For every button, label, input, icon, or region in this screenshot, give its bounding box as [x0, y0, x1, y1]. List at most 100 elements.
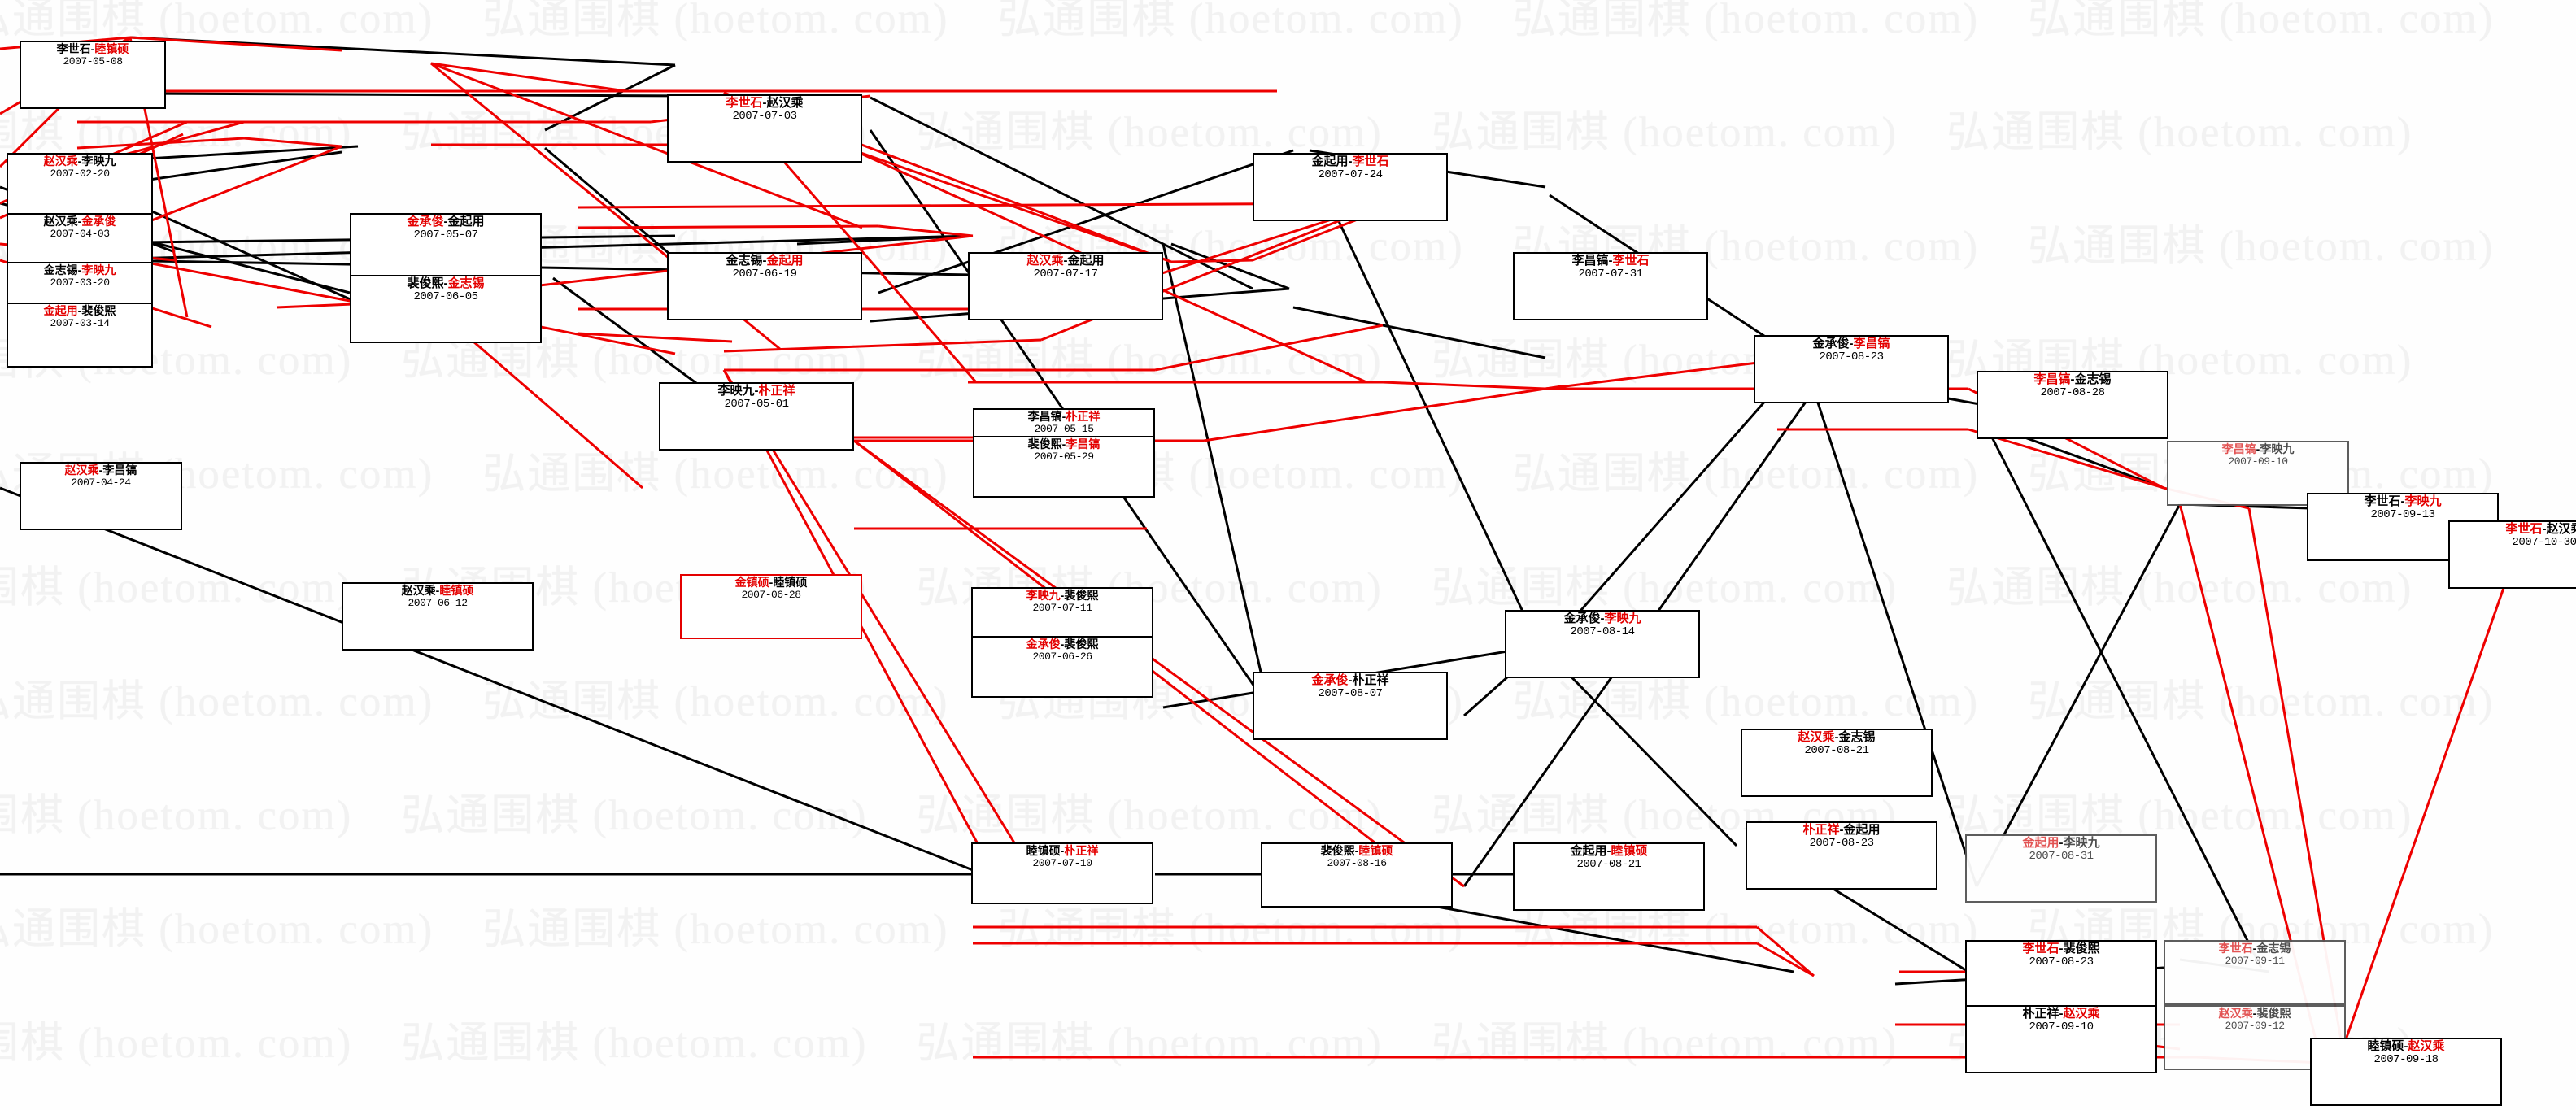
match-node[interactable]: 李昌镐-李世石 2007-07-31 — [1513, 252, 1708, 320]
player-separator: - — [762, 254, 767, 268]
player-left: 李世石 — [56, 42, 91, 55]
match-date: 2007-06-05 — [413, 289, 478, 303]
match-players: 金承俊-李映九 — [1509, 612, 1696, 626]
match-players: 李世石-睦镇硕 — [24, 42, 162, 56]
player-separator: - — [77, 263, 82, 276]
match-node[interactable]: 金起用-裴俊熙 2007-03-14 — [7, 303, 153, 368]
match-node[interactable]: 裴俊熙-金志锡 2007-06-05 — [350, 275, 542, 343]
match-players: 赵汉乘-李昌镐 — [24, 464, 178, 477]
player-separator: - — [1348, 155, 1353, 168]
match-node[interactable]: 李世石-赵汉乘 2007-07-03 — [667, 94, 862, 163]
player-right: 金起用 — [766, 254, 804, 268]
match-node[interactable]: 金志锡-金起用 2007-06-19 — [667, 252, 862, 320]
match-date: 2007-05-01 — [724, 397, 789, 411]
player-left: 金起用 — [1570, 844, 1607, 858]
match-players: 金承俊-裴俊熙 — [975, 638, 1149, 651]
player-left: 李世石 — [726, 96, 763, 110]
player-left: 李昌镐 — [1571, 254, 1609, 268]
player-left: 赵汉乘 — [1026, 254, 1064, 268]
match-players: 赵汉乘-金志锡 — [1745, 730, 1929, 745]
match-node[interactable]: 李世石-金志锡 2007-09-11 — [2164, 940, 2346, 1005]
player-separator: - — [2252, 1007, 2257, 1020]
match-node[interactable]: 朴正祥-赵汉乘 2007-09-10 — [1965, 1005, 2157, 1073]
player-right: 李世石 — [1612, 254, 1650, 268]
player-left: 赵汉乘 — [2218, 1007, 2253, 1020]
match-node[interactable]: 裴俊熙-睦镇硕 2007-08-16 — [1261, 842, 1453, 908]
match-node[interactable]: 金镇硕-睦镇硕 2007-06-28 — [680, 574, 862, 639]
match-date: 2007-09-10 — [2228, 455, 2288, 468]
player-left: 朴正祥 — [2022, 1007, 2059, 1021]
match-node[interactable]: 李昌镐-金志锡 2007-08-28 — [1977, 371, 2168, 439]
match-node[interactable]: 裴俊熙-李昌镐 2007-05-29 — [973, 436, 1155, 498]
match-node[interactable]: 金承俊-李昌镐 2007-08-23 — [1754, 335, 1949, 403]
match-node[interactable]: 赵汉乘-金起用 2007-07-17 — [968, 252, 1163, 320]
match-date: 2007-08-23 — [1819, 350, 1884, 363]
match-players: 金志锡-李映九 — [11, 263, 149, 277]
match-date: 2007-04-24 — [71, 476, 131, 489]
player-left: 李昌镐 — [1027, 410, 1062, 423]
player-right: 睦镇硕 — [439, 584, 474, 597]
match-node[interactable]: 金起用-李世石 2007-07-24 — [1253, 153, 1448, 221]
match-node[interactable]: 赵汉乘-李映九 2007-02-20 — [7, 153, 153, 221]
match-players: 赵汉乘-裴俊熙 — [2168, 1007, 2342, 1021]
match-node[interactable]: 赵汉乘-李昌镐 2007-04-24 — [20, 462, 182, 530]
player-separator: - — [2070, 372, 2075, 386]
player-separator: - — [443, 215, 448, 229]
match-node[interactable]: 金承俊-裴俊熙 2007-06-26 — [971, 636, 1153, 698]
player-left: 金承俊 — [1311, 673, 1349, 687]
player-right: 李映九 — [2404, 494, 2442, 508]
match-date: 2007-08-23 — [2029, 955, 2094, 969]
match-players: 赵汉乘-金承俊 — [11, 215, 149, 229]
player-left: 金镇硕 — [734, 576, 769, 589]
match-node[interactable]: 朴正祥-金起用 2007-08-23 — [1746, 821, 1937, 890]
match-players: 朴正祥-赵汉乘 — [1969, 1007, 2153, 1021]
match-date: 2007-03-14 — [50, 316, 110, 329]
match-node[interactable]: 金起用-李映九 2007-08-31 — [1965, 834, 2157, 903]
match-node[interactable]: 金承俊-朴正祥 2007-08-07 — [1253, 672, 1448, 740]
player-left: 李昌镐 — [2221, 442, 2256, 455]
match-date: 2007-05-07 — [413, 228, 478, 242]
player-separator: - — [77, 215, 82, 228]
match-date: 2007-10-30 — [2512, 535, 2576, 549]
match-date: 2007-09-11 — [2225, 954, 2285, 967]
player-separator: - — [2400, 494, 2405, 508]
player-separator: - — [98, 464, 103, 477]
match-node[interactable]: 睦镇硕-赵汉乘 2007-09-18 — [2310, 1038, 2502, 1106]
match-node[interactable]: 李映九-朴正祥 2007-05-01 — [659, 382, 854, 451]
player-right: 睦镇硕 — [1611, 844, 1648, 858]
player-separator: - — [77, 304, 82, 317]
match-node[interactable]: 金承俊-金起用 2007-05-07 — [350, 213, 542, 281]
player-right: 裴俊熙 — [1064, 638, 1099, 651]
player-separator: - — [2059, 1007, 2064, 1021]
player-separator: - — [77, 155, 82, 168]
match-node[interactable]: 金志锡-李映九 2007-03-20 — [7, 262, 153, 327]
player-right: 睦镇硕 — [1358, 844, 1393, 857]
match-date: 2007-08-07 — [1318, 686, 1383, 700]
match-node[interactable]: 金承俊-李映九 2007-08-14 — [1505, 610, 1700, 678]
match-node[interactable]: 李世石-睦镇硕 2007-05-08 — [20, 41, 166, 109]
player-left: 李世石 — [2505, 522, 2543, 536]
player-separator: - — [1060, 589, 1065, 602]
player-separator: - — [90, 42, 95, 55]
match-node[interactable]: 赵汉乘-金志锡 2007-08-21 — [1741, 729, 1933, 797]
match-date: 2007-08-21 — [1576, 857, 1641, 871]
match-date: 2007-06-28 — [741, 588, 801, 601]
match-node[interactable]: 赵汉乘-睦镇硕 2007-06-12 — [342, 582, 534, 651]
match-date: 2007-08-23 — [1809, 836, 1874, 850]
match-date: 2007-06-19 — [732, 267, 797, 281]
match-node[interactable]: 睦镇硕-朴正祥 2007-07-10 — [971, 842, 1153, 904]
player-right: 金志锡 — [2256, 942, 2291, 955]
player-right: 金起用 — [1067, 254, 1105, 268]
player-separator: - — [2404, 1039, 2408, 1053]
player-separator: - — [2252, 942, 2257, 955]
match-players: 金起用-李映九 — [1969, 836, 2153, 851]
match-node[interactable]: 金起用-睦镇硕 2007-08-21 — [1513, 842, 1705, 911]
player-separator: - — [1839, 823, 1844, 837]
match-node[interactable]: 李世石-裴俊熙 2007-08-23 — [1965, 940, 2157, 1008]
player-right: 李昌镐 — [1066, 437, 1101, 451]
player-separator: - — [2059, 836, 2064, 850]
player-left: 赵汉乘 — [43, 155, 78, 168]
player-left: 李世石 — [2022, 942, 2059, 955]
match-date: 2007-09-13 — [2370, 507, 2435, 521]
